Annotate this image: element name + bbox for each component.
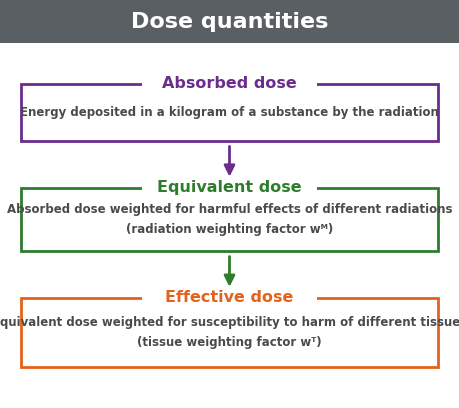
Text: Equivalent dose: Equivalent dose xyxy=(157,180,302,195)
Text: Energy deposited in a kilogram of a substance by the radiation: Energy deposited in a kilogram of a subs… xyxy=(20,106,439,119)
Bar xyxy=(21,298,438,367)
Text: (tissue weighting factor wᵀ): (tissue weighting factor wᵀ) xyxy=(137,336,322,349)
Text: Dose quantities: Dose quantities xyxy=(131,11,328,32)
Bar xyxy=(142,179,317,197)
Bar xyxy=(142,289,317,307)
Bar xyxy=(0,0,459,43)
Bar xyxy=(142,75,317,93)
Bar xyxy=(21,188,438,251)
Text: Equivalent dose weighted for susceptibility to harm of different tissues: Equivalent dose weighted for susceptibil… xyxy=(0,316,459,329)
Text: Absorbed dose: Absorbed dose xyxy=(162,76,297,91)
Text: (radiation weighting factor wᴹ): (radiation weighting factor wᴹ) xyxy=(126,223,333,236)
Text: Absorbed dose weighted for harmful effects of different radiations: Absorbed dose weighted for harmful effec… xyxy=(7,203,452,215)
Text: Effective dose: Effective dose xyxy=(165,290,294,305)
Bar xyxy=(21,84,438,141)
